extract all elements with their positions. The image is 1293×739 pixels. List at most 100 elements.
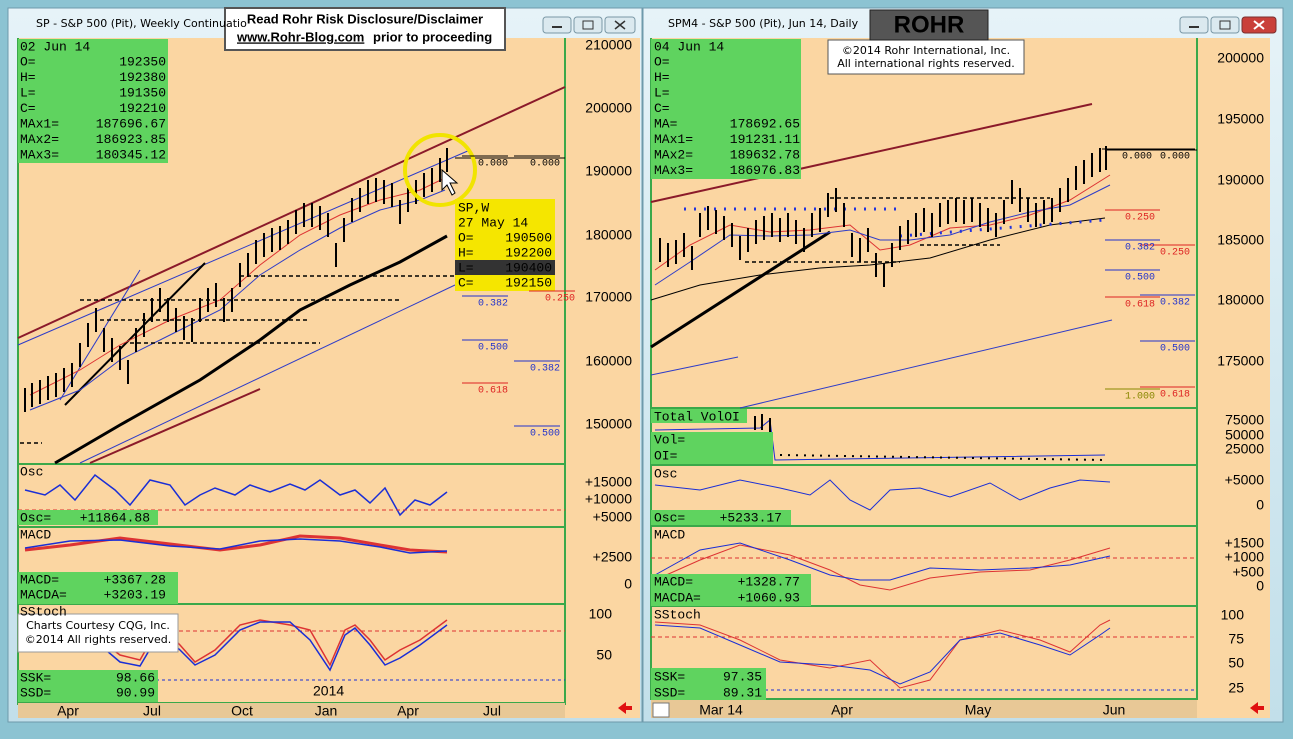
right-time-axis — [651, 700, 1197, 718]
macd-value: +1328.77 — [738, 574, 800, 589]
macd-value: +3367.28 — [104, 572, 166, 587]
sstoch-axis-label: 75 — [1228, 631, 1244, 647]
credit-line: Charts Courtesy CQG, Inc. — [26, 619, 170, 632]
right-quote-box — [651, 39, 801, 179]
fib-label: 0.000 — [478, 159, 508, 170]
fib-label: 0.618 — [478, 386, 508, 397]
quote-value: 178692.65 — [730, 116, 800, 131]
hover-value: 192200 — [505, 245, 552, 260]
fib-label: 0.250 — [1125, 213, 1155, 224]
price-axis-label: 195000 — [1217, 111, 1264, 127]
quote-label: MAx3= — [654, 163, 693, 178]
macd-value: +3203.19 — [104, 587, 166, 602]
osc-label: Osc= — [654, 510, 685, 525]
quote-value: 192350 — [119, 54, 166, 69]
window-title: SPM4 - S&P 500 (Pit), Jun 14, Daily — [668, 17, 859, 30]
quote-value: 180345.12 — [96, 147, 166, 162]
sstoch-value: 97.35 — [723, 669, 762, 684]
hover-value: 192150 — [505, 275, 552, 290]
quote-label: MA= — [654, 116, 678, 131]
time-axis-label: Jul — [483, 703, 501, 719]
volume-axis-label: 75000 — [1225, 412, 1264, 428]
macd-axis-label: +500 — [1232, 564, 1264, 580]
quote-value: 192210 — [119, 101, 166, 116]
price-axis-label: 180000 — [1217, 292, 1264, 308]
copyright-box — [827, 39, 1025, 75]
fib-label: 0.500 — [1125, 273, 1155, 284]
quote-value: 186976.83 — [730, 163, 800, 178]
right-sstoch-box — [651, 668, 766, 700]
right-scroll-arrow[interactable] — [1250, 702, 1264, 714]
quote-label: O= — [20, 54, 36, 69]
volume-label: Vol= — [654, 432, 685, 447]
time-axis-label: Jun — [1103, 702, 1126, 718]
sstoch-axis-label: 25 — [1228, 680, 1244, 696]
logo-box — [869, 9, 989, 41]
price-axis-label: 170000 — [585, 289, 632, 305]
price-axis-label: 190000 — [585, 163, 632, 179]
hover-value: 190400 — [505, 260, 552, 275]
quote-date: 04 Jun 14 — [654, 39, 724, 54]
fib-label: 0.500 — [1160, 344, 1190, 355]
macd-label: MACDA= — [20, 587, 67, 602]
panel-title: Osc — [20, 464, 43, 479]
macd-axis-label: +1500 — [1225, 535, 1265, 551]
right-window-buttons[interactable] — [1179, 16, 1277, 34]
osc-label: Osc= — [20, 510, 51, 525]
fib-label: 0.000 — [1160, 152, 1190, 163]
right-price-bars — [659, 146, 1107, 287]
fib-label: 0.382 — [1160, 298, 1190, 309]
price-axis-label: 210000 — [585, 37, 632, 53]
macd-axis-label: 0 — [624, 576, 632, 592]
right-corner-box — [652, 702, 670, 718]
osc-axis-label: 0 — [1256, 497, 1264, 513]
osc-axis-label: +10000 — [585, 491, 632, 507]
panel-title: MACD — [654, 527, 685, 542]
quote-label: L= — [654, 85, 670, 100]
right-price-lines — [650, 103, 1197, 409]
sstoch-label: SSD= — [654, 685, 685, 700]
disclaimer-link[interactable]: www.Rohr-Blog.com — [236, 29, 364, 44]
macd-label: MACD= — [654, 574, 693, 589]
quote-label: MAx1= — [20, 116, 59, 131]
osc-value: +11864.88 — [80, 510, 150, 525]
time-axis-label: Jan — [315, 703, 338, 719]
hover-label: L= — [458, 260, 474, 275]
time-axis-label: Oct — [231, 703, 253, 719]
left-scroll-arrow[interactable] — [618, 702, 632, 714]
sstoch-axis-label: 100 — [589, 606, 613, 622]
hover-value: 190500 — [505, 230, 552, 245]
disclaimer-heading: Read Rohr Risk Disclosure/Disclaimer — [247, 11, 483, 26]
sstoch-label: SSD= — [20, 685, 51, 700]
quote-label: H= — [654, 70, 670, 85]
quote-value: 187696.67 — [96, 116, 166, 131]
window-title: SP - S&P 500 (Pit), Weekly Continuatio — [36, 17, 247, 30]
quote-value: 191350 — [119, 85, 166, 100]
sstoch-value: 89.31 — [723, 685, 762, 700]
quote-label: L= — [20, 85, 36, 100]
right-volume-box — [651, 432, 773, 464]
hover-highlight — [455, 260, 555, 275]
osc-axis-label: +15000 — [585, 474, 632, 490]
hover-date: 27 May 14 — [458, 215, 528, 230]
panel-title: SStoch — [654, 607, 701, 622]
left-sstoch-box — [18, 670, 158, 702]
time-axis-label: Apr — [57, 703, 79, 719]
year-label: 2014 — [313, 683, 344, 699]
sstoch-value: 90.99 — [116, 685, 155, 700]
left-macd-box — [18, 572, 178, 604]
price-axis-label: 150000 — [585, 416, 632, 432]
time-axis-label: Apr — [397, 703, 419, 719]
hover-symbol: SP,W — [458, 200, 489, 215]
highlight-circle — [403, 133, 477, 207]
quote-label: H= — [20, 70, 36, 85]
sstoch-axis-label: 50 — [1228, 655, 1244, 671]
left-price-bars — [24, 148, 448, 412]
osc-axis-label: +5000 — [1225, 472, 1265, 488]
quote-date: 02 Jun 14 — [20, 39, 90, 54]
fib-label: 0.618 — [1125, 300, 1155, 311]
time-axis-label: May — [965, 702, 991, 718]
left-window-buttons[interactable] — [542, 16, 636, 34]
time-axis-label: Mar 14 — [699, 702, 743, 718]
